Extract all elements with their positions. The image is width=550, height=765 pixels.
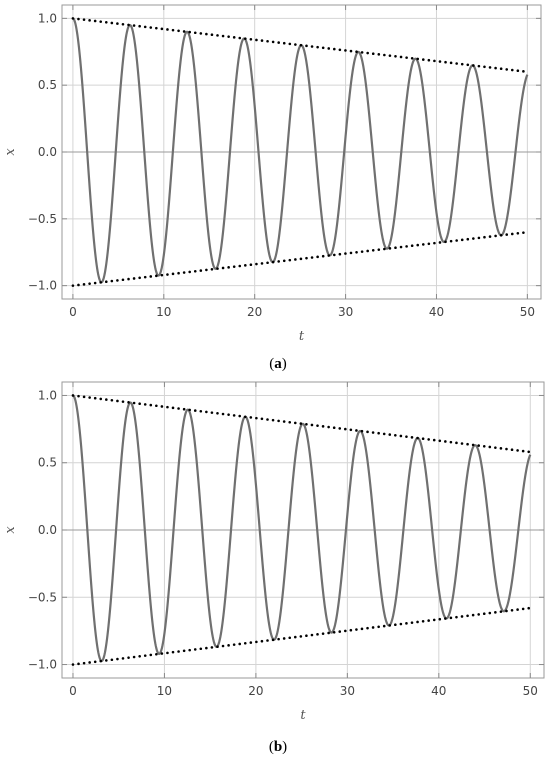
- x-tick-label: 40: [429, 305, 444, 319]
- chart-b-svg: 0 10 20 30 40 50 −1.0 −0.5 0.0 0.5 1.0 t x (b): [3, 381, 545, 755]
- series-lower-envelope: [71, 230, 529, 287]
- y-tick-label: 0.5: [38, 78, 57, 92]
- chart-panel-b: 0 10 20 30 40 50 −1.0 −0.5 0.0 0.5 1.0 t x (b): [0, 380, 550, 765]
- panel-caption-letter: a: [274, 356, 282, 372]
- y-tick-label: 1.0: [38, 11, 57, 25]
- series-oscillation-line: [72, 394, 532, 663]
- panel-caption: (a): [269, 356, 287, 372]
- panel-caption: (b): [269, 739, 287, 755]
- x-tick-label: 50: [523, 684, 538, 698]
- x-axis-label: t: [300, 708, 306, 723]
- y-tick-label: 1.0: [38, 388, 57, 402]
- series-oscillation-line: [72, 17, 529, 284]
- x-tick-label: 0: [69, 684, 77, 698]
- chart-a-svg: 0 10 20 30 40 50 −1.0 −0.5 0.0 0.5 1.0 t x (a): [3, 4, 542, 372]
- y-tick-label: 0.0: [38, 523, 57, 537]
- x-tick-label: 40: [431, 684, 446, 698]
- y-tick-label: −1.0: [28, 279, 57, 293]
- y-tick-label: 0.0: [38, 145, 57, 159]
- series-upper-envelope: [71, 394, 532, 454]
- x-axis-label: t: [299, 329, 305, 344]
- x-tick-label: 10: [156, 305, 171, 319]
- series-upper-envelope: [71, 17, 529, 74]
- y-tick-label: 0.5: [38, 456, 57, 470]
- x-tick-label: 20: [247, 305, 262, 319]
- x-tick-label: 0: [69, 305, 77, 319]
- y-axis-label: x: [3, 526, 18, 534]
- series-lower-envelope: [71, 606, 532, 666]
- x-tick-label: 30: [338, 305, 353, 319]
- y-tick-label: −1.0: [28, 658, 57, 672]
- x-tick-label: 20: [248, 684, 263, 698]
- chart-panel-a: 0 10 20 30 40 50 −1.0 −0.5 0.0 0.5 1.0 t x (a): [0, 0, 550, 380]
- y-tick-label: −0.5: [28, 590, 57, 604]
- y-tick-label: −0.5: [28, 212, 57, 226]
- x-tick-label: 10: [157, 684, 172, 698]
- y-axis-label: x: [3, 148, 18, 156]
- panel-caption-letter: b: [274, 739, 282, 755]
- x-tick-label: 30: [340, 684, 355, 698]
- x-tick-label: 50: [520, 305, 535, 319]
